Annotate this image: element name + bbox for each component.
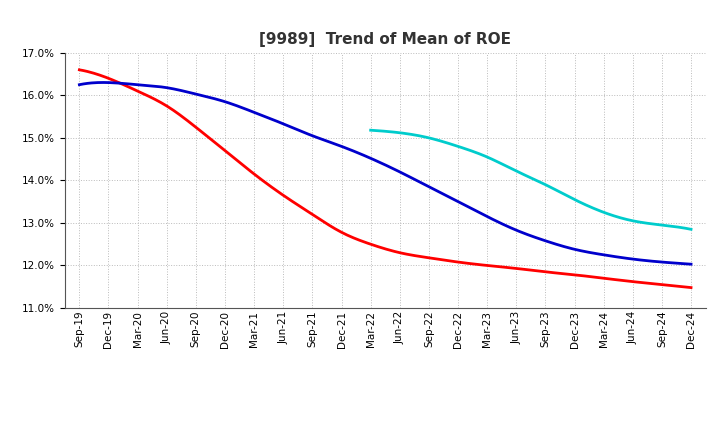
5 Years: [451, 198, 460, 203]
7 Years: [657, 222, 665, 227]
7 Years: [636, 220, 645, 225]
3 Years: [687, 285, 696, 290]
5 Years: [99, 80, 108, 85]
5 Years: [77, 82, 86, 87]
Line: 7 Years: 7 Years: [371, 130, 691, 229]
7 Years: [367, 128, 376, 133]
3 Years: [629, 279, 638, 284]
7 Years: [556, 190, 564, 195]
7 Years: [557, 190, 566, 195]
Line: 3 Years: 3 Years: [79, 70, 691, 288]
3 Years: [439, 257, 448, 263]
3 Years: [437, 257, 446, 262]
5 Years: [441, 193, 450, 198]
Title: [9989]  Trend of Mean of ROE: [9989] Trend of Mean of ROE: [259, 33, 511, 48]
3 Years: [77, 67, 86, 73]
Line: 5 Years: 5 Years: [79, 82, 691, 264]
5 Years: [687, 261, 696, 267]
5 Years: [593, 251, 601, 257]
7 Years: [562, 193, 571, 198]
7 Years: [366, 128, 375, 133]
5 Years: [75, 82, 84, 87]
5 Years: [631, 257, 640, 262]
3 Years: [449, 259, 458, 264]
5 Years: [439, 191, 448, 197]
7 Years: [687, 227, 696, 232]
3 Years: [590, 275, 599, 280]
3 Years: [75, 67, 84, 73]
